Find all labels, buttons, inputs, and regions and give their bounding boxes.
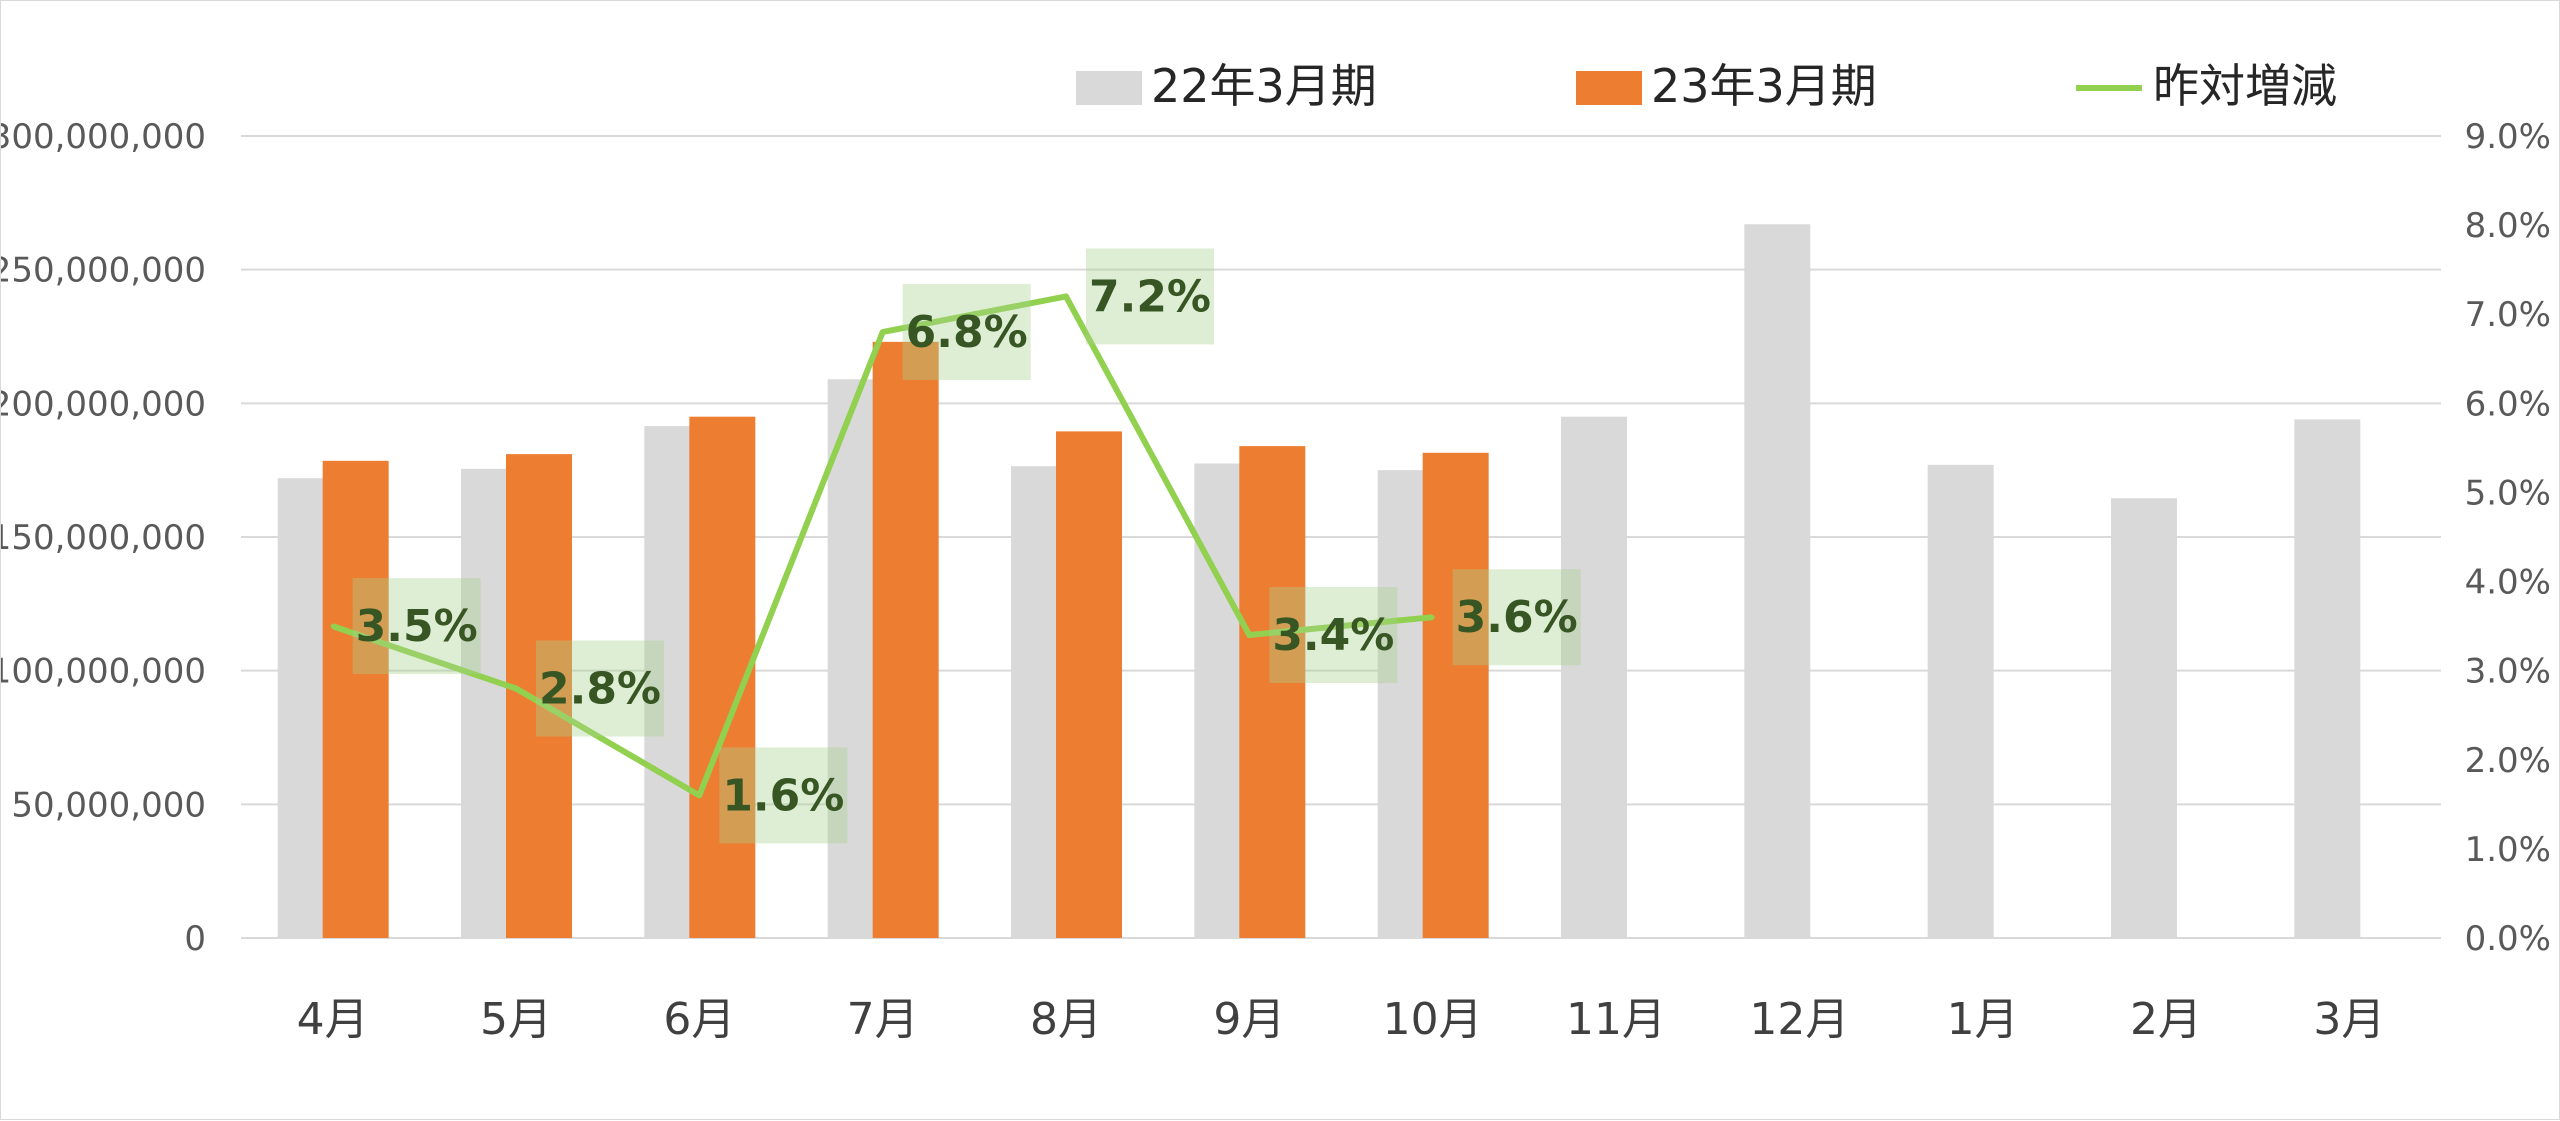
data-label: 3.4% [1272,610,1394,661]
bar-23年3月期 [1056,431,1122,938]
bar-23年3月期 [872,341,939,938]
y-right-tick-label: 6.0% [2465,384,2551,424]
data-label-box [536,640,664,737]
line-point [330,624,335,629]
data-label-box [902,284,1031,381]
line-point [514,686,518,691]
y-left-tick-label: 50,000,000 [11,785,206,825]
y-left-tick-label: 100,000,000 [1,652,206,692]
line-point [880,330,885,335]
y-left-tick-label: 250,000,000 [1,251,206,291]
x-tick-label: 2月 [2130,994,2202,1045]
bar-22年3月期 [1744,224,1811,939]
data-label: 2.8% [539,663,661,714]
data-label: 1.6% [722,770,844,821]
y-right-tick-label: 0.0% [2465,919,2551,959]
x-tick-label: 3月 [2313,994,2385,1045]
y-right-tick-label: 2.0% [2465,741,2551,781]
legend-swatch-22年3月期 [1076,71,1142,105]
y-right-tick-label: 3.0% [2465,652,2551,692]
x-tick-label: 6月 [663,994,735,1045]
data-label-box [352,578,481,675]
data-label-box [1269,587,1398,684]
x-tick-label: 9月 [1213,994,1285,1045]
data-label: 7.2% [1089,271,1211,322]
legend-label-昨対増減: 昨対増減 [2153,59,2337,113]
y-right-tick-label: 7.0% [2465,295,2551,335]
legend: 22年3月期 23年3月期 昨対増減 [1076,59,2337,113]
data-label-box [1086,248,1214,345]
bar-23年3月期 [322,460,389,938]
x-tick-label: 7月 [847,994,919,1045]
line-point [1430,615,1435,620]
data-label: 3.6% [1456,592,1578,643]
data-labels: 3.5% 2.8% 1.6% 6.8% 7.2% 3.4% 3.6% [352,248,1581,844]
y-left-tick-label: 0 [184,919,206,959]
line-series [330,293,1435,799]
y-right-tick-label: 5.0% [2465,473,2551,513]
y-right-tick-label: 9.0% [2465,117,2551,157]
x-tick-label: 5月 [480,994,552,1045]
x-tick-label: 11月 [1566,994,1666,1045]
legend-label-22年3月期: 22年3月期 [1151,59,1377,113]
data-label-box [719,747,848,844]
gridlines [241,135,2441,939]
x-tick-label: 1月 [1947,994,2019,1045]
y-right-tick-label: 4.0% [2465,563,2551,603]
data-label-box [1452,569,1581,666]
y-left-tick-label: 200,000,000 [1,384,206,424]
line-point [1064,294,1068,299]
legend-label-23年3月期: 23年3月期 [1651,59,1877,113]
line-point [697,793,702,798]
bar-22年3月期 [1927,464,1994,938]
x-tick-label: 10月 [1383,994,1483,1045]
y-right-tick-label: 8.0% [2465,206,2551,246]
data-label: 3.5% [356,601,478,652]
y-right-tick-label: 1.0% [2465,830,2551,870]
bars [277,224,2361,939]
line-point [1247,633,1252,638]
legend-swatch-23年3月期 [1576,71,1642,105]
x-tick-label: 4月 [297,994,369,1045]
axes: 0 50,000,000 100,000,000 150,000,000 200,000… [1,117,2551,1045]
bar-22年3月期 [2111,498,2177,938]
y-left-tick-label: 300,000,000 [1,117,206,157]
x-tick-label: 12月 [1749,994,1849,1045]
data-label: 6.8% [906,307,1028,358]
bar-23年3月期 [1239,446,1306,938]
x-tick-label: 8月 [1030,994,1102,1045]
bar-23年3月期 [506,454,572,938]
bar-23年3月期 [1422,452,1489,938]
bar-22年3月期 [1561,416,1627,938]
bar-22年3月期 [2294,419,2361,939]
y-left-tick-label: 150,000,000 [1,518,206,558]
